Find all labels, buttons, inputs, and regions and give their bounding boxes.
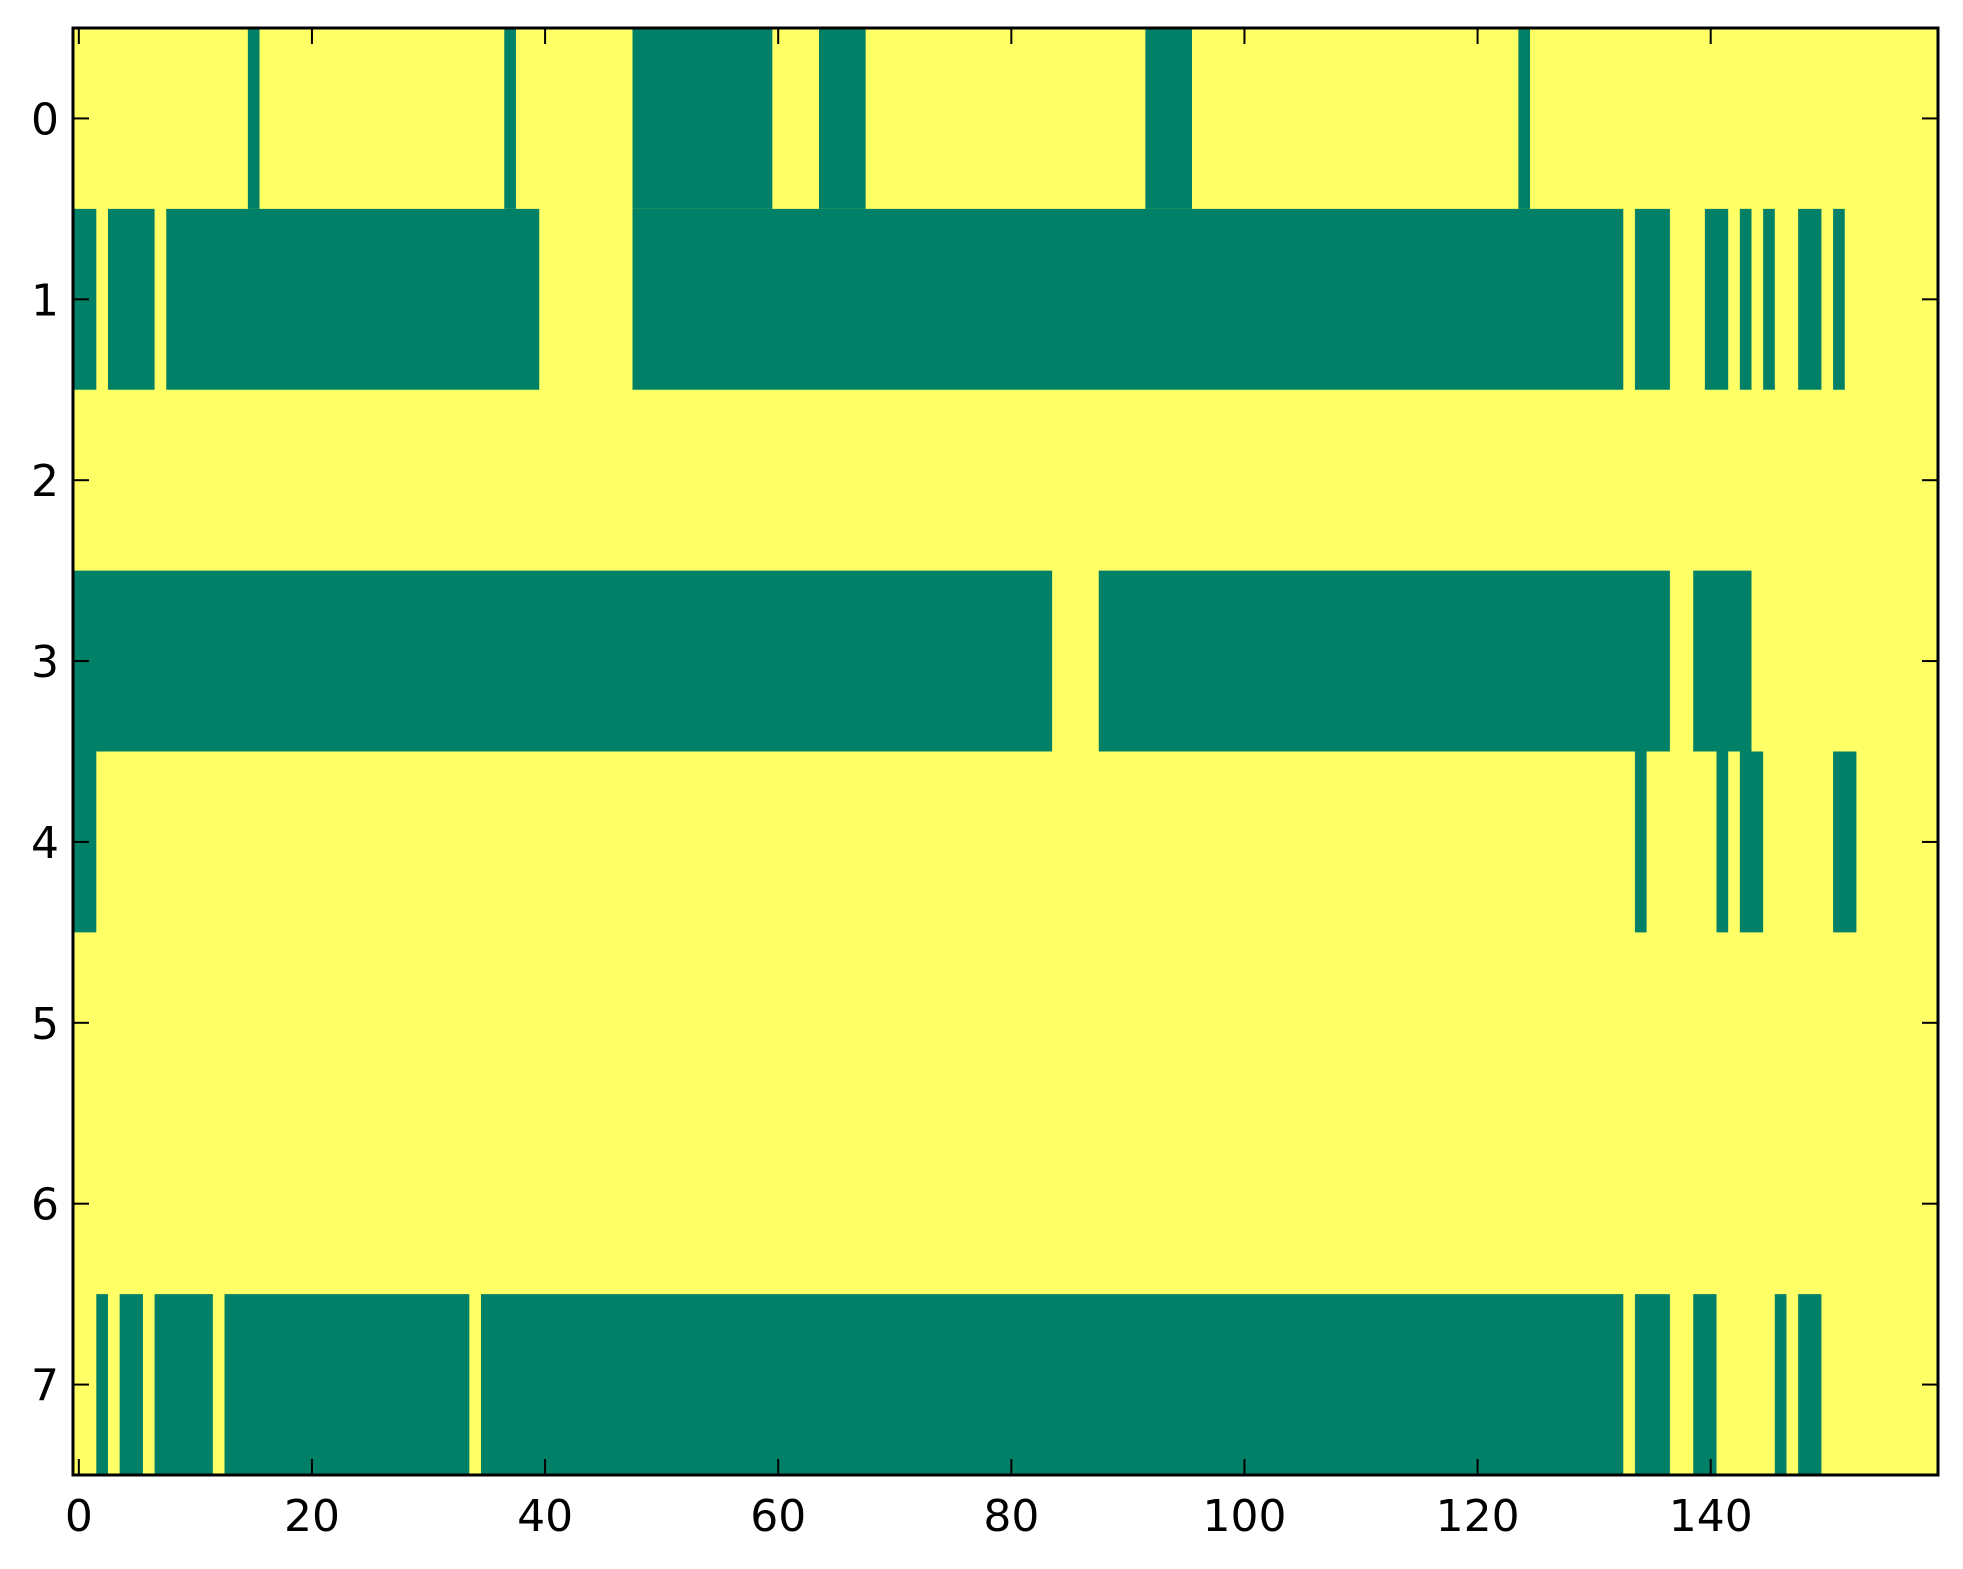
heatmap-cell-run: [166, 208, 540, 390]
heatmap-cell-run: [1716, 751, 1729, 933]
heatmap-cell-run: [224, 1294, 470, 1475]
heatmap-cell-run: [1634, 751, 1647, 933]
heatmap-cell-run: [96, 1294, 108, 1475]
y-tick-label: 0: [31, 94, 59, 145]
x-tick-label: 140: [1669, 1491, 1753, 1542]
y-tick-label: 6: [31, 1180, 59, 1231]
heatmap-cell-run: [107, 208, 155, 390]
y-tick-label: 3: [31, 637, 59, 688]
heatmap-cell-run: [819, 28, 866, 209]
heatmap-cell-run: [1739, 751, 1764, 933]
tick-labels: 0 20 40 60 80 100 120 140 0 1 2 3 4 5 6 7: [31, 94, 1753, 1542]
y-tick-label: 4: [31, 818, 59, 869]
x-tick-label: 100: [1202, 1491, 1286, 1542]
heatmap-cell-run: [73, 570, 1053, 752]
x-tick-label: 0: [65, 1491, 93, 1542]
y-tick-label: 7: [31, 1361, 59, 1412]
heatmap-cell-run: [1704, 208, 1729, 390]
x-tick-label: 20: [284, 1491, 340, 1542]
heatmap-cell-run: [632, 28, 773, 209]
heatmap-cell-run: [1763, 208, 1775, 390]
y-tick-label: 5: [31, 999, 59, 1050]
heatmap-cell-run: [1634, 1294, 1670, 1475]
heatmap-cell-run: [154, 1294, 213, 1475]
x-tick-label: 80: [983, 1491, 1039, 1542]
heatmap-cell-run: [247, 28, 260, 209]
plot-frame: [71, 26, 1940, 1477]
x-tick-label: 40: [517, 1491, 573, 1542]
heatmap-cell-run: [632, 208, 1624, 390]
heatmap-cell-run: [1693, 1294, 1717, 1475]
x-tick-label: 60: [750, 1491, 806, 1542]
heatmap-cell-run: [1693, 570, 1752, 752]
heatmap-cell-run: [1798, 1294, 1822, 1475]
heatmap-cell-run: [1833, 751, 1857, 933]
x-tick-label: 120: [1436, 1491, 1520, 1542]
filled-cells: [73, 28, 1857, 1475]
heatmap-cell-run: [1518, 28, 1531, 209]
heatmap-cell-run: [1098, 570, 1670, 752]
heatmap-cell-run: [1739, 208, 1752, 390]
axis-ticks: [73, 28, 1938, 1475]
heatmap-cell-run: [1634, 208, 1670, 390]
y-tick-label: 2: [31, 456, 59, 507]
heatmap-cell-run: [1145, 28, 1192, 209]
heatmap-cell-run: [480, 1294, 1624, 1475]
y-tick-label: 1: [31, 275, 59, 326]
heatmap-cell-run: [119, 1294, 143, 1475]
heatmap-cell-run: [1833, 208, 1845, 390]
heatmap-cell-run: [1798, 208, 1822, 390]
heatmap-cell-run: [1774, 1294, 1787, 1475]
heatmap-cell-run: [504, 28, 516, 209]
